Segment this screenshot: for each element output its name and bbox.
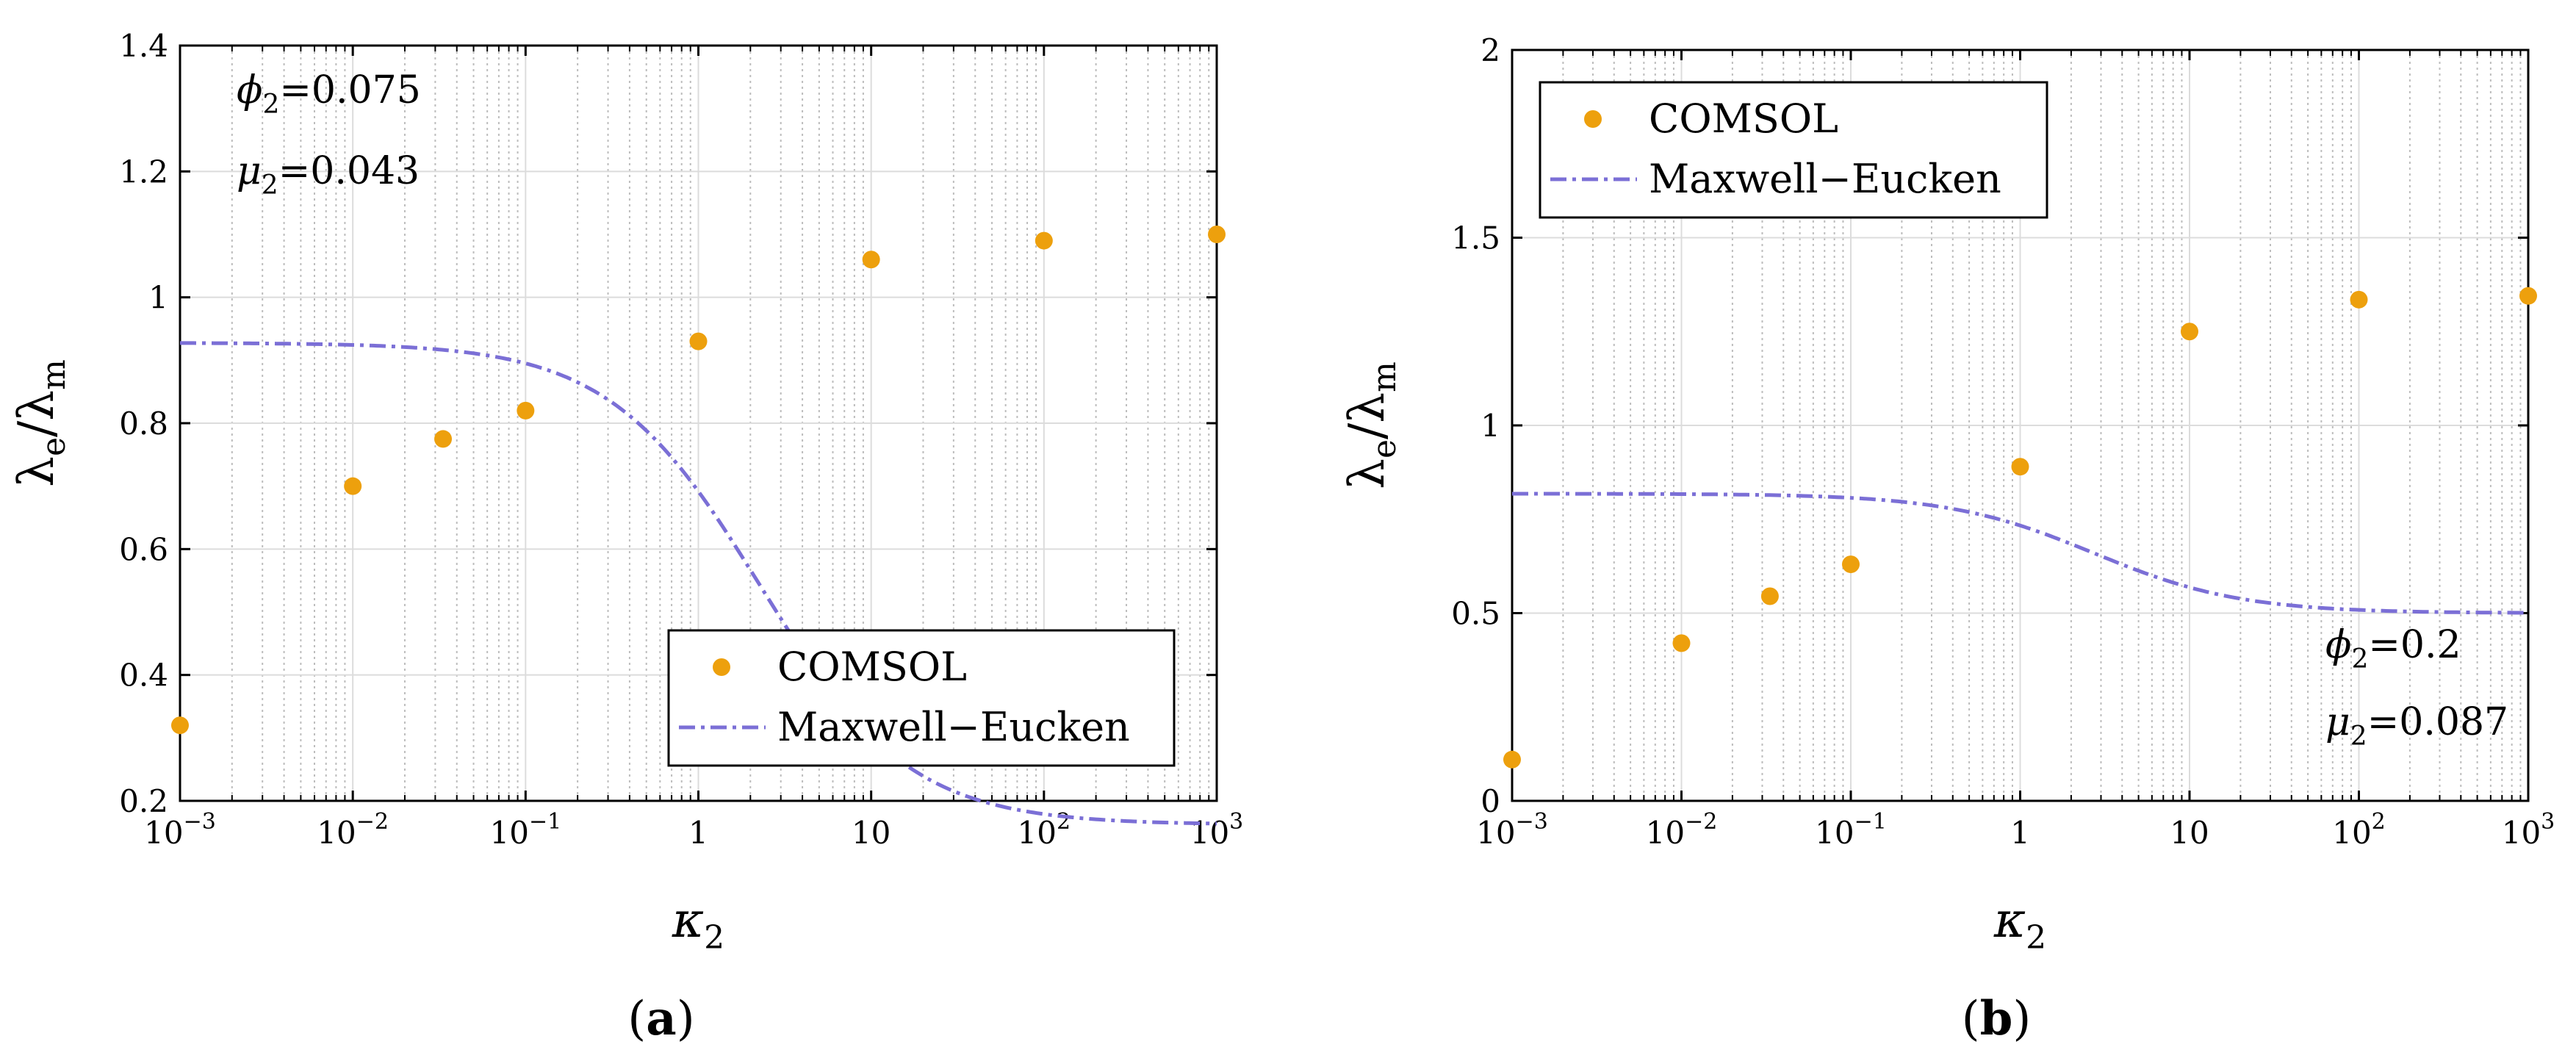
legend-comsol-label: COMSOL <box>777 644 967 690</box>
comsol-point <box>1760 587 1779 605</box>
x-tick-label: 10−2 <box>1646 809 1718 851</box>
annotation-mu: μ2=0.043 <box>237 149 420 201</box>
comsol-point <box>862 251 880 269</box>
x-tick-label: 103 <box>1190 809 1244 851</box>
panel-label: (b) <box>1962 991 2032 1046</box>
x-tick-label: 103 <box>2502 809 2555 851</box>
legend-comsol-label: COMSOL <box>1649 96 1838 142</box>
maxwell-eucken-curve <box>1512 492 2529 615</box>
y-axis-label: λe/λm <box>1339 361 1403 489</box>
legend: COMSOL Maxwell−Eucken <box>667 629 1176 767</box>
comsol-point <box>2181 323 2198 341</box>
legend-comsol-marker <box>713 658 730 676</box>
chart-panel-b: 0 0.5 1 1.5 2 10−3 10−2 10−1 1 10 102 103 κ2 λe/λm ϕ2=… <box>1339 32 2555 1046</box>
y-tick-label: 1.4 <box>119 28 168 64</box>
comsol-point <box>2519 287 2537 305</box>
comsol-point <box>344 477 362 495</box>
comsol-point <box>434 430 453 448</box>
comsol-point <box>2011 458 2029 476</box>
x-axis-label: κ2 <box>1993 892 2046 957</box>
x-tick-label: 10−3 <box>144 809 216 851</box>
comsol-point <box>1842 555 1860 574</box>
panel-label: (a) <box>627 991 694 1046</box>
x-tick-label: 1 <box>2010 815 2030 851</box>
legend-box <box>667 629 1176 767</box>
legend-maxwell-label: Maxwell−Eucken <box>1649 156 2001 202</box>
annotation-phi: ϕ2=0.075 <box>237 68 421 120</box>
comsol-point <box>689 332 708 350</box>
x-tick-label: 1 <box>688 815 708 851</box>
y-tick-label: 1.2 <box>119 154 168 190</box>
legend-maxwell-label: Maxwell−Eucken <box>777 704 1130 750</box>
chart-panel-a: 0.20.40.60.811.21.410−3 10−2 10−1 1 10 102 103… <box>8 28 1243 1046</box>
comsol-point <box>2350 290 2368 309</box>
comsol-point <box>1208 226 1226 243</box>
y-axis-label: λe/λm <box>8 359 73 487</box>
comsol-point <box>517 401 535 420</box>
x-axis-label: κ2 <box>672 892 724 957</box>
x-tick-label: 10−1 <box>489 809 561 851</box>
annotation-phi: ϕ2=0.2 <box>2325 623 2461 674</box>
comsol-point <box>171 716 189 735</box>
y-tick-label: 1 <box>148 280 168 316</box>
y-tick-label: 0.4 <box>119 658 168 694</box>
x-tick-label: 10 <box>2170 815 2209 851</box>
comsol-point <box>1503 750 1521 769</box>
y-tick-label: 0.6 <box>119 531 168 567</box>
y-tick-label: 2 <box>1481 32 1500 68</box>
y-tick-label: 1.5 <box>1451 220 1500 256</box>
y-tick-label: 0.2 <box>119 783 168 819</box>
x-tick-label: 102 <box>2332 809 2386 851</box>
x-tick-label: 10−2 <box>317 809 389 851</box>
y-tick-label: 0.5 <box>1451 596 1500 632</box>
x-tick-label: 10−1 <box>1815 809 1887 851</box>
x-tick-label: 10 <box>852 815 891 851</box>
maxwell-eucken-curve <box>180 341 1217 826</box>
legend-box <box>1539 81 2048 219</box>
y-tick-label: 0.8 <box>119 406 168 442</box>
annotation-mu: μ2=0.087 <box>2325 700 2508 752</box>
legend-comsol-marker <box>1584 110 1602 128</box>
comsol-point <box>1672 634 1691 652</box>
y-tick-label: 1 <box>1481 408 1500 444</box>
x-tick-label: 10−3 <box>1476 809 1548 851</box>
y-tick-label: 0 <box>1481 783 1500 819</box>
legend: COMSOL Maxwell−Eucken <box>1539 81 2048 219</box>
comsol-point <box>1035 231 1053 250</box>
